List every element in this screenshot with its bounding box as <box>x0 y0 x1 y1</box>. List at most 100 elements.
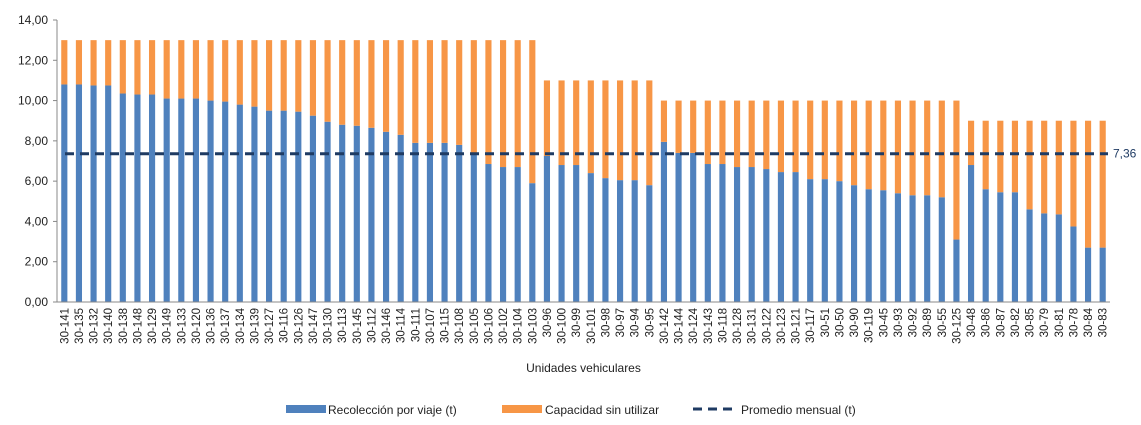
bar-collection <box>894 193 902 302</box>
x-tick-label: 30-119 <box>864 308 876 343</box>
x-tick-label: 30-122 <box>761 308 773 344</box>
bar-unused-capacity <box>105 40 112 86</box>
bar-unused-capacity <box>1011 120 1019 193</box>
x-tick-label: 30-118 <box>717 308 729 343</box>
bar-collection <box>953 239 960 302</box>
bar-unused-capacity <box>631 80 638 181</box>
bar-unused-capacity <box>792 100 799 173</box>
bar-collection <box>1084 247 1092 302</box>
bar-unused-capacity <box>602 80 609 179</box>
bar-unused-capacity <box>295 40 302 112</box>
x-tick-label: 30-100 <box>557 308 569 344</box>
bar-unused-capacity <box>441 40 448 143</box>
bar-unused-capacity <box>339 40 346 125</box>
x-tick-label: 30-125 <box>951 308 963 344</box>
bar-collection <box>353 125 360 302</box>
bar-collection <box>368 127 375 302</box>
bar-unused-capacity <box>1070 120 1077 227</box>
x-tick-label: 30-128 <box>732 308 744 344</box>
bar-collection <box>807 179 814 302</box>
x-tick-label: 30-142 <box>659 308 671 344</box>
bar-collection <box>61 84 68 302</box>
x-tick-label: 30-149 <box>162 308 174 344</box>
bar-collection <box>1026 209 1033 302</box>
bar-unused-capacity <box>704 100 711 165</box>
x-tick-label: 30-98 <box>600 308 612 337</box>
bar-unused-capacity <box>777 100 785 173</box>
x-tick-label: 30-132 <box>89 308 101 344</box>
bar-unused-capacity <box>499 40 507 168</box>
bar-collection <box>777 172 785 302</box>
bar-collection <box>836 181 843 302</box>
bar-unused-capacity <box>997 120 1004 193</box>
bar-collection <box>763 169 770 302</box>
x-tick-label: 30-93 <box>893 308 905 337</box>
x-tick-label: 30-126 <box>293 308 305 344</box>
bar-collection <box>616 180 624 302</box>
legend: Recolección por viaje (t) Capacidad sin … <box>286 403 856 417</box>
bar-collection <box>850 185 858 302</box>
bar-collection <box>690 152 697 302</box>
x-tick-label: 30-120 <box>191 308 203 344</box>
bar-collection <box>865 189 872 302</box>
bar-collection <box>1099 247 1106 302</box>
bar-collection <box>75 84 83 302</box>
bar-unused-capacity <box>1041 120 1048 214</box>
bar-unused-capacity <box>134 40 141 95</box>
bar-collection <box>924 195 931 302</box>
bar-collection <box>748 167 755 302</box>
x-tick-label: 30-45 <box>878 308 890 337</box>
bar-unused-capacity <box>75 40 83 85</box>
y-tick-label: 8,00 <box>25 134 49 148</box>
x-tick-label: 30-146 <box>381 308 393 344</box>
bar-unused-capacity <box>953 100 960 240</box>
bar-collection <box>324 121 331 302</box>
x-tick-label: 30-138 <box>118 308 130 344</box>
bar-unused-capacity <box>309 40 317 116</box>
bar-collection <box>909 195 916 302</box>
bar-unused-capacity <box>1099 120 1106 248</box>
bar-collection <box>1011 192 1019 302</box>
x-tick-label: 30-124 <box>688 307 700 343</box>
bar-collection <box>397 134 404 302</box>
x-tick-label: 30-106 <box>483 308 495 344</box>
bar-unused-capacity <box>353 40 360 126</box>
x-tick-label: 30-102 <box>498 308 510 344</box>
bar-unused-capacity <box>836 100 843 182</box>
bar-collection <box>543 155 551 302</box>
x-tick-label: 30-84 <box>1083 307 1095 337</box>
bar-unused-capacity <box>733 100 741 168</box>
bar-unused-capacity <box>660 100 668 142</box>
bar-collection <box>222 101 229 302</box>
x-tick-label: 30-82 <box>1010 308 1022 337</box>
bar-collection <box>456 144 463 302</box>
bar-collection <box>295 111 302 303</box>
x-tick-label: 30-139 <box>249 308 261 344</box>
x-tick-label: 30-99 <box>571 308 583 337</box>
legend-label-collection: Recolección por viaje (t) <box>328 403 457 417</box>
bar-unused-capacity <box>61 40 68 85</box>
bar-collection <box>251 106 258 302</box>
bar-unused-capacity <box>470 40 477 153</box>
bar-unused-capacity <box>382 40 390 132</box>
x-tick-label: 30-83 <box>1098 308 1110 337</box>
bar-unused-capacity <box>368 40 375 128</box>
bar-unused-capacity <box>543 80 551 156</box>
x-tick-label: 30-131 <box>747 308 759 344</box>
bar-unused-capacity <box>178 40 185 99</box>
bar-collection <box>587 173 594 302</box>
bar-unused-capacity <box>236 40 243 105</box>
legend-swatch-collection <box>286 405 326 413</box>
bar-collection <box>134 94 141 303</box>
x-tick-label: 30-136 <box>206 308 218 344</box>
bar-unused-capacity <box>675 100 682 153</box>
bar-unused-capacity <box>909 100 916 196</box>
bar-unused-capacity <box>894 100 902 194</box>
bar-collection <box>967 165 975 302</box>
x-tick-label: 30-78 <box>1068 308 1080 337</box>
bar-collection <box>631 180 638 302</box>
bar-collection <box>529 183 536 302</box>
bar-collection <box>514 167 521 302</box>
bar-collection <box>733 167 741 302</box>
